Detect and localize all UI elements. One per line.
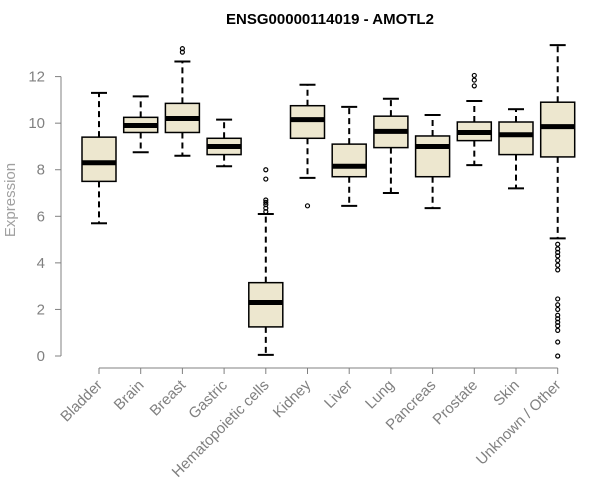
iqr-box (331, 143, 367, 178)
outlier-point (263, 176, 269, 182)
box-group (122, 95, 159, 154)
box-group (289, 83, 326, 209)
x-tick-label: Liver (321, 377, 356, 412)
x-tick-label: Kidney (270, 376, 315, 421)
iqr-box (539, 101, 576, 158)
outlier-point (471, 77, 477, 83)
y-tick-label: 2 (37, 301, 45, 318)
x-tick-label: Brain (111, 377, 148, 414)
outlier-point (263, 167, 269, 173)
y-tick-label: 6 (37, 208, 45, 225)
x-tick-label: Breast (147, 376, 190, 419)
y-tick-label: 0 (37, 348, 45, 365)
y-axis-title: Expression (2, 163, 19, 237)
outlier-point (555, 339, 561, 345)
outlier-point (263, 199, 269, 205)
outlier-point (263, 202, 269, 208)
outlier-point (555, 257, 561, 264)
iqr-box (498, 121, 534, 156)
outlier-point (555, 296, 561, 302)
outlier-point (263, 197, 269, 203)
outlier-point (304, 203, 311, 209)
box-group (539, 44, 576, 359)
outlier-point (555, 246, 561, 252)
plot-area (81, 44, 576, 359)
iqr-box (414, 135, 451, 178)
box-group (206, 118, 242, 168)
box-group (373, 97, 409, 195)
iqr-box (81, 136, 117, 183)
outlier-point (555, 306, 561, 313)
x-tick-label: Bladder (57, 377, 106, 426)
outlier-point (471, 83, 477, 89)
outlier-point (555, 353, 561, 359)
y-tick-label: 8 (37, 162, 45, 179)
outlier-point (555, 267, 561, 273)
box-group (414, 114, 451, 210)
outlier-point (555, 302, 561, 308)
y-tick-label: 12 (28, 69, 45, 86)
y-tick-label: 4 (37, 255, 45, 272)
outlier-point (555, 262, 561, 268)
box-group (81, 91, 117, 225)
y-tick-label: 10 (28, 115, 45, 132)
chart-title: ENSG00000114019 - AMOTL2 (226, 11, 434, 28)
outlier-point (555, 312, 561, 318)
box-group (498, 108, 534, 190)
box-group (164, 46, 201, 157)
x-tick-label: Skin (490, 377, 523, 410)
box-group (331, 105, 367, 207)
box-group (248, 167, 284, 356)
y-axis: 0 2 4 6 8 10 12 (28, 69, 62, 365)
outlier-point (471, 72, 477, 79)
outlier-point (555, 241, 561, 247)
box-group (456, 72, 493, 167)
x-tick-label: Prostate (430, 377, 482, 429)
x-tick-label: Lung (362, 377, 398, 413)
outlier-point (555, 327, 561, 333)
outlier-point (179, 46, 185, 52)
